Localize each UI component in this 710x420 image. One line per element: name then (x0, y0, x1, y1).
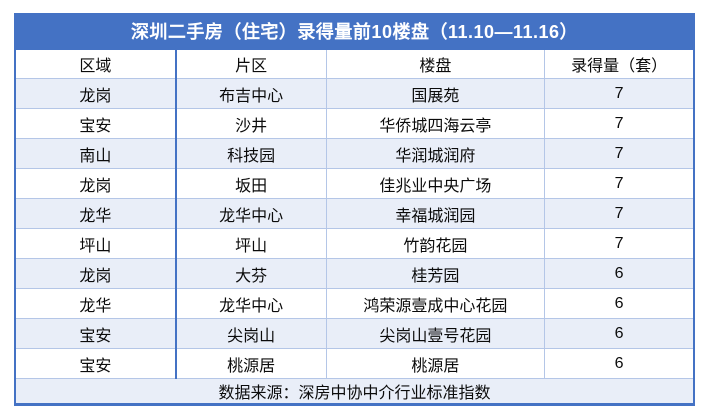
table-cell: 龙岗 (16, 78, 177, 109)
source-row: 数据来源：深房中协中介行业标准指数 (16, 378, 693, 403)
table-cell: 7 (544, 78, 693, 109)
table-cell: 竹韵花园 (326, 228, 546, 259)
table-row: 龙岗 大芬 桂芳园 6 (16, 258, 693, 289)
table-cell: 7 (544, 168, 693, 199)
table-row: 坪山 坪山 竹韵花园 7 (16, 228, 693, 259)
column-header: 片区 (175, 50, 327, 79)
header-row: 区域 片区 楼盘 录得量（套） (16, 50, 693, 79)
table-cell: 7 (544, 198, 693, 229)
table-cell: 南山 (16, 138, 177, 169)
table-cell: 6 (544, 258, 693, 289)
table-row: 宝安 尖岗山 尖岗山壹号花园 6 (16, 318, 693, 349)
table-cell: 桃源居 (175, 348, 327, 379)
column-header: 录得量（套） (544, 50, 693, 79)
table-cell: 7 (544, 138, 693, 169)
table-cell: 华侨城四海云亭 (326, 108, 546, 139)
table-cell: 龙华中心 (175, 288, 327, 319)
table-title: 深圳二手房（住宅）录得量前10楼盘（11.10—11.16） (16, 15, 693, 50)
table-cell: 龙岗 (16, 168, 177, 199)
table-cell: 6 (544, 348, 693, 379)
table-cell: 宝安 (16, 108, 177, 139)
table-cell: 龙华 (16, 288, 177, 319)
table-cell: 6 (544, 288, 693, 319)
column-header: 区域 (16, 50, 177, 79)
table-cell: 坪山 (16, 228, 177, 259)
table-cell: 华润城润府 (326, 138, 546, 169)
data-source-note: 数据来源：深房中协中介行业标准指数 (16, 378, 693, 403)
table-row: 龙华 龙华中心 幸福城润园 7 (16, 198, 693, 229)
table-body: 龙岗 布吉中心 国展苑 7 宝安 沙井 华侨城四海云亭 7 南山 科技园 华润城润府 7 龙岗 坂田 佳兆业… (16, 78, 693, 379)
table-row: 宝安 桃源居 桃源居 6 (16, 348, 693, 379)
table-cell: 国展苑 (326, 78, 546, 109)
table-cell: 7 (544, 228, 693, 259)
table-cell: 龙华 (16, 198, 177, 229)
table-cell: 龙华中心 (175, 198, 327, 229)
table-cell: 科技园 (175, 138, 327, 169)
table-cell: 尖岗山 (175, 318, 327, 349)
table-cell: 桂芳园 (326, 258, 546, 289)
table-cell: 坂田 (175, 168, 327, 199)
table-row: 宝安 沙井 华侨城四海云亭 7 (16, 108, 693, 139)
table-cell: 沙井 (175, 108, 327, 139)
table-cell: 宝安 (16, 348, 177, 379)
table-cell: 龙岗 (16, 258, 177, 289)
table-row: 龙岗 坂田 佳兆业中央广场 7 (16, 168, 693, 199)
table-cell: 坪山 (175, 228, 327, 259)
table-cell: 尖岗山壹号花园 (326, 318, 546, 349)
table-row: 龙华 龙华中心 鸿荣源壹成中心花园 6 (16, 288, 693, 319)
listings-table: 区域 片区 楼盘 录得量（套） 龙岗 布吉中心 国展苑 7 宝安 沙井 华侨城四海云亭 7 南山 科技园… (16, 50, 693, 403)
table-row: 南山 科技园 华润城润府 7 (16, 138, 693, 169)
table-cell: 幸福城润园 (326, 198, 546, 229)
table-cell: 宝安 (16, 318, 177, 349)
table-row: 龙岗 布吉中心 国展苑 7 (16, 78, 693, 109)
table-cell: 佳兆业中央广场 (326, 168, 546, 199)
table-cell: 7 (544, 108, 693, 139)
table-cell: 布吉中心 (175, 78, 327, 109)
top10-listings-table-card: 深圳二手房（住宅）录得量前10楼盘（11.10—11.16） 区域 片区 楼盘 录得量… (14, 13, 695, 406)
column-header: 楼盘 (326, 50, 546, 79)
table-cell: 桃源居 (326, 348, 546, 379)
table-cell: 大芬 (175, 258, 327, 289)
table-cell: 鸿荣源壹成中心花园 (326, 288, 546, 319)
table-cell: 6 (544, 318, 693, 349)
